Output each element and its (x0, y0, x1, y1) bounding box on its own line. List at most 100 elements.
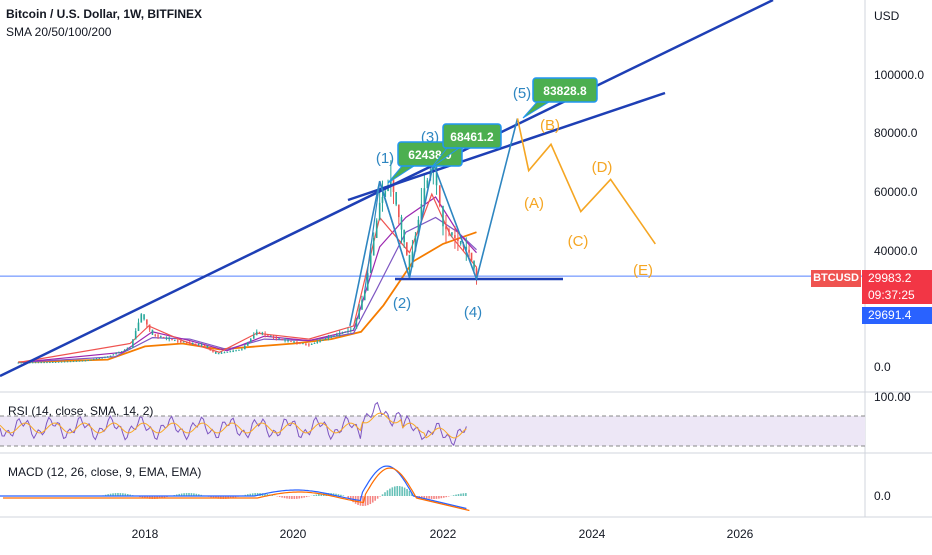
candle-body (115, 353, 117, 354)
candle-body (20, 362, 22, 363)
candle-body (154, 335, 156, 336)
macd-histogram-bar (401, 487, 403, 496)
callout-peak3-text: 83828.8 (543, 84, 587, 98)
candle-body (250, 339, 252, 343)
candle-body (52, 362, 54, 363)
candle-body (376, 220, 378, 238)
candle-body (278, 338, 280, 339)
candle-body (70, 361, 72, 362)
price-tick-60000: 60000.0 (874, 185, 917, 199)
candle-body (221, 353, 223, 354)
price-tick-40000: 40000.0 (874, 244, 917, 258)
channel-trendline (348, 93, 665, 200)
candle-body (157, 335, 159, 336)
macd-histogram-bar (426, 496, 428, 499)
candle-body (140, 314, 142, 322)
candle-body (311, 344, 313, 345)
candle-body (270, 335, 272, 336)
candle-body (353, 329, 355, 330)
wave-label-w2: (2) (393, 295, 411, 312)
candle-body (76, 361, 78, 362)
candle-body (55, 362, 57, 363)
macd-histogram-bar (428, 496, 430, 499)
candle-body (135, 331, 137, 339)
macd-histogram-bar (406, 489, 408, 496)
candle-body (256, 332, 258, 336)
candle-body (316, 342, 318, 343)
candle-body (168, 338, 170, 339)
candle-body (379, 203, 381, 221)
candle-body (32, 362, 34, 363)
candle-body (336, 335, 338, 336)
candle-body (259, 332, 261, 333)
symbol-badge: BTCUSD (811, 270, 861, 287)
macd-histogram-bar (374, 496, 376, 501)
macd-histogram-bar (458, 494, 460, 496)
candle-body (90, 360, 92, 361)
macd-histogram-bar (463, 493, 465, 496)
candle-body (273, 336, 275, 337)
candle-body (339, 334, 341, 335)
candle-body (232, 351, 234, 352)
macd-histogram-bar (431, 496, 433, 499)
price-tick-80000: 80000.0 (874, 126, 917, 140)
candle-body (253, 335, 255, 339)
candle-body (64, 362, 66, 363)
candle-body (356, 319, 358, 329)
candle-body (281, 339, 283, 340)
candle-body (350, 330, 352, 331)
candle-body (448, 229, 450, 232)
candle-body (262, 333, 264, 334)
candle-body (195, 344, 197, 345)
candle-body (244, 346, 246, 350)
candle-body (127, 349, 129, 350)
macd-histogram-bar (289, 496, 291, 499)
wave-label-wd: (D) (592, 159, 613, 176)
macd-histogram-bar (399, 486, 401, 496)
chart-title: Bitcoin / U.S. Dollar, 1W, BITFINEX (6, 7, 202, 21)
x-tick-2026: 2026 (727, 527, 754, 541)
macd-histogram-bar (448, 496, 450, 497)
candle-body (382, 197, 384, 203)
candle-body (40, 362, 42, 363)
candle-body (267, 335, 269, 336)
macd-histogram-bar (318, 494, 320, 496)
macd-histogram-bar (389, 489, 391, 496)
candle-body (129, 348, 131, 349)
candle-body (361, 300, 363, 310)
candle-body (171, 339, 173, 340)
candle-body (473, 260, 475, 268)
callout-peak3[interactable]: 83828.8 (523, 78, 597, 118)
macd-histogram-bar (460, 494, 462, 496)
candle-body (104, 357, 106, 358)
candle-body (192, 343, 194, 344)
candle-body (439, 185, 441, 206)
candle-body (224, 352, 226, 353)
candle-body (204, 345, 206, 346)
macd-histogram-bar (296, 496, 298, 499)
macd-histogram-bar (281, 496, 283, 498)
candle-body (235, 350, 237, 351)
macd-histogram-bar (377, 496, 379, 499)
x-tick-2018: 2018 (132, 527, 159, 541)
rsi-band (0, 416, 865, 446)
candle-body (406, 242, 408, 255)
macd-histogram-bar (433, 496, 435, 499)
candle-body (314, 343, 316, 344)
currency-label: USD (874, 9, 899, 23)
candle-body (38, 362, 40, 363)
candle-body (212, 350, 214, 352)
candle-body (322, 340, 324, 341)
macd-histogram-bar (294, 496, 296, 499)
candle-body (82, 361, 84, 362)
candle-body (61, 362, 63, 363)
macd-histogram-bar (313, 495, 315, 496)
candle-body (99, 358, 101, 359)
candle-body (370, 256, 372, 274)
wave-label-wb: (B) (540, 117, 560, 134)
candle-body (445, 226, 447, 229)
candle-body (207, 346, 209, 348)
candle-body (276, 337, 278, 338)
candle-body (121, 351, 123, 352)
candle-body (398, 205, 400, 218)
